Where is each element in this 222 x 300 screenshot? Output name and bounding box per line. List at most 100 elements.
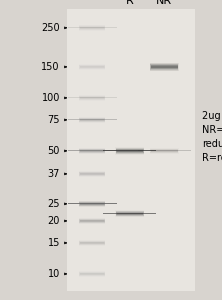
Bar <box>151 150 178 152</box>
Bar <box>67 9 195 291</box>
Text: NR: NR <box>156 0 172 6</box>
Bar <box>79 218 105 224</box>
Bar <box>80 220 104 221</box>
Bar <box>79 149 105 152</box>
Bar <box>79 118 105 122</box>
Bar <box>79 95 105 101</box>
Bar <box>79 241 105 245</box>
Bar <box>79 272 105 276</box>
Bar <box>79 65 105 68</box>
Bar <box>116 149 143 152</box>
Bar <box>150 148 178 153</box>
Bar <box>79 96 105 100</box>
Bar <box>79 272 105 276</box>
Bar <box>150 63 178 70</box>
Bar <box>79 173 105 175</box>
Bar <box>116 148 144 154</box>
Bar <box>115 210 144 217</box>
Bar <box>79 202 105 206</box>
Bar <box>150 149 178 153</box>
Text: 75: 75 <box>48 115 60 125</box>
Bar <box>116 212 144 216</box>
Bar <box>116 148 144 154</box>
Bar <box>80 242 104 244</box>
Bar <box>80 66 105 68</box>
Bar <box>68 173 117 174</box>
Bar <box>116 212 143 215</box>
Bar <box>80 66 104 68</box>
Bar <box>80 27 104 28</box>
Bar <box>151 66 178 68</box>
Bar <box>151 64 178 69</box>
Bar <box>79 242 105 244</box>
Text: 10: 10 <box>48 269 60 279</box>
Bar <box>79 241 105 245</box>
Bar <box>79 172 105 176</box>
Bar <box>79 118 105 122</box>
Bar <box>80 242 104 243</box>
Bar <box>68 119 117 120</box>
Bar <box>116 211 144 216</box>
Bar <box>80 273 105 275</box>
Bar <box>79 172 105 176</box>
Bar <box>79 119 105 121</box>
Bar <box>79 64 105 69</box>
Bar <box>79 148 105 153</box>
Bar <box>80 203 104 205</box>
Bar <box>79 150 105 152</box>
Bar <box>79 203 105 205</box>
Bar <box>116 148 144 153</box>
Text: 15: 15 <box>48 238 60 248</box>
Bar <box>79 201 105 206</box>
Bar <box>79 242 105 244</box>
Bar <box>79 95 105 101</box>
Bar <box>116 149 144 153</box>
Bar <box>116 212 144 215</box>
Bar <box>80 242 105 244</box>
Bar <box>80 97 105 99</box>
Bar <box>79 117 105 123</box>
Bar <box>79 172 105 176</box>
Text: 37: 37 <box>48 169 60 179</box>
Bar <box>68 203 117 204</box>
Bar <box>151 150 178 152</box>
Bar <box>79 240 105 246</box>
Bar <box>151 149 178 153</box>
Bar <box>79 202 105 206</box>
Bar <box>79 64 105 70</box>
Bar <box>80 27 105 29</box>
Text: 20: 20 <box>48 216 60 226</box>
Bar <box>79 220 105 222</box>
Bar <box>150 64 178 70</box>
Bar <box>80 27 104 28</box>
Bar <box>79 27 105 29</box>
Bar <box>68 242 117 243</box>
Bar <box>79 64 105 70</box>
Bar <box>116 149 144 153</box>
Bar <box>79 65 105 69</box>
Bar <box>79 219 105 223</box>
Bar <box>79 241 105 245</box>
Bar <box>79 148 105 154</box>
Bar <box>80 220 104 222</box>
Text: 25: 25 <box>48 199 60 209</box>
Bar <box>79 172 105 176</box>
Bar <box>80 97 104 99</box>
Bar <box>79 218 105 224</box>
Bar <box>79 96 105 100</box>
Bar <box>116 211 144 217</box>
Bar <box>80 150 104 152</box>
Bar <box>150 63 179 71</box>
Bar <box>79 148 105 154</box>
Text: 100: 100 <box>42 93 60 103</box>
Text: R: R <box>126 0 134 6</box>
Bar <box>116 212 143 215</box>
Bar <box>79 202 105 205</box>
Bar <box>79 118 105 122</box>
Bar <box>79 171 105 177</box>
Bar <box>79 149 105 153</box>
Bar <box>79 219 105 223</box>
Bar <box>79 117 105 123</box>
Bar <box>79 172 105 176</box>
Bar <box>79 65 105 69</box>
